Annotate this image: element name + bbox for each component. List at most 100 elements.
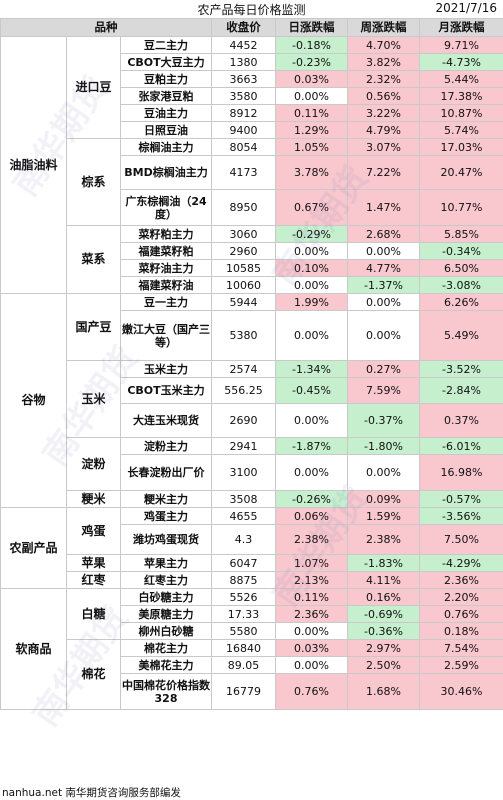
close-price-cell: 5380 [211, 310, 276, 361]
day-change-cell: 0.11% [275, 588, 348, 606]
month-change-cell: -4.29% [419, 554, 503, 572]
month-change-cell: 5.85% [419, 225, 503, 243]
close-price-cell: 8875 [211, 571, 276, 589]
product-name-cell: 美原糖主力 [120, 605, 212, 623]
month-change-cell: 17.38% [419, 87, 503, 105]
day-change-cell: 0.00% [275, 276, 348, 294]
product-name-cell: 棕榈油主力 [120, 138, 212, 156]
month-change-cell: 2.59% [419, 656, 503, 674]
week-change-cell: -1.80% [347, 437, 420, 455]
product-name-cell: 福建菜籽粕 [120, 242, 212, 260]
table-row: 美原糖主力 17.33 2.36% -0.69% 0.76% [1, 605, 503, 623]
product-name-cell: 红枣主力 [120, 571, 212, 589]
week-change-cell: 3.07% [347, 138, 420, 156]
product-name-cell: 淀粉主力 [120, 437, 212, 455]
subgroup-cell: 淀粉 [66, 437, 121, 491]
table-row: 嫩江大豆（国产三等） 5380 0.00% 0.00% 5.49% [1, 310, 503, 361]
week-change-cell: 0.00% [347, 454, 420, 491]
product-name-cell: 大连玉米现货 [120, 403, 212, 438]
day-change-cell: 2.36% [275, 605, 348, 623]
month-change-cell: 0.76% [419, 605, 503, 623]
table-row: 软商品 白糖 白砂糖主力 5526 0.11% 0.16% 2.20% [0, 588, 503, 710]
day-change-cell: 0.11% [275, 104, 348, 122]
week-change-cell: 4.70% [347, 36, 420, 54]
week-change-cell: 7.59% [347, 377, 420, 404]
table-body: 油脂油料 进口豆 豆二主力 4452 -0.18% 4.70% 9.71% CBOT大豆主力 1… [0, 36, 503, 710]
category-cell: 谷物 [0, 293, 67, 508]
week-change-cell: 0.00% [347, 310, 420, 361]
week-change-cell: -0.37% [347, 403, 420, 438]
product-name-cell: 豆一主力 [120, 293, 212, 311]
product-name-cell: 棉花主力 [120, 639, 212, 657]
day-change-cell: 0.00% [275, 242, 348, 260]
product-name-cell: 鸡蛋主力 [120, 507, 212, 525]
table-row: 农副产品 鸡蛋 鸡蛋主力 4655 0.06% 1.59% -3.56% [0, 507, 503, 589]
month-change-cell: -2.84% [419, 377, 503, 404]
table-row: 菜系 菜籽粕主力 3060 -0.29% 2.68% 5.85% [1, 225, 503, 294]
close-price-cell: 4173 [211, 155, 276, 190]
header-month-change: 月涨跌幅 [419, 18, 503, 37]
table-row: 中国棉花价格指数328 16779 0.76% 1.68% 30.46% [1, 673, 503, 710]
week-change-cell: 1.47% [347, 189, 420, 226]
table-row: 豆粕主力 3663 0.03% 2.32% 5.44% [1, 70, 503, 88]
table-row: 苹果 苹果主力 6047 1.07% -1.83% -4.29% [1, 554, 503, 572]
month-change-cell: -3.52% [419, 360, 503, 378]
table-row: 美棉花主力 89.05 0.00% 2.50% 2.59% [1, 656, 503, 674]
product-name-cell: 美棉花主力 [120, 656, 212, 674]
day-change-cell: 0.03% [275, 70, 348, 88]
close-price-cell: 3060 [211, 225, 276, 243]
month-change-cell: 30.46% [419, 673, 503, 710]
month-change-cell: 10.77% [419, 189, 503, 226]
close-price-cell: 10060 [211, 276, 276, 294]
subgroup-cell: 棕系 [66, 138, 121, 226]
footer-note: nanhua.net 南华期货咨询服务部编发 [2, 787, 181, 799]
close-price-cell: 3508 [211, 490, 276, 508]
week-change-cell: -0.69% [347, 605, 420, 623]
product-name-cell: 豆粕主力 [120, 70, 212, 88]
month-change-cell: 6.26% [419, 293, 503, 311]
week-change-cell: 0.09% [347, 490, 420, 508]
close-price-cell: 2960 [211, 242, 276, 260]
day-change-cell: -0.29% [275, 225, 348, 243]
day-change-cell: 3.78% [275, 155, 348, 190]
sheet-date: 2021/7/16 [435, 1, 497, 15]
month-change-cell: 2.36% [419, 571, 503, 589]
close-price-cell: 2690 [211, 403, 276, 438]
day-change-cell: -0.45% [275, 377, 348, 404]
header-row: 品种 收盘价 日涨跌幅 周涨跌幅 月涨跌幅 [0, 18, 503, 37]
day-change-cell: 0.06% [275, 507, 348, 525]
month-change-cell: 17.03% [419, 138, 503, 156]
week-change-cell: 2.97% [347, 639, 420, 657]
week-change-cell: 2.50% [347, 656, 420, 674]
subgroup-cell: 苹果 [66, 554, 121, 572]
product-name-cell: 长春淀粉出厂价 [120, 454, 212, 491]
week-change-cell: 0.56% [347, 87, 420, 105]
close-price-cell: 3580 [211, 87, 276, 105]
product-name-cell: 广东棕榈油（24度） [120, 189, 212, 226]
day-change-cell: 2.13% [275, 571, 348, 589]
week-change-cell: -1.37% [347, 276, 420, 294]
table-row: 柳州白砂糖 5580 0.00% -0.36% 0.18% [1, 622, 503, 640]
product-name-cell: BMD棕榈油主力 [120, 155, 212, 190]
product-name-cell: 张家港豆粕 [120, 87, 212, 105]
product-name-cell: 粳米主力 [120, 490, 212, 508]
week-change-cell: -0.36% [347, 622, 420, 640]
day-change-cell: -1.87% [275, 437, 348, 455]
subgroup-cell: 国产豆 [66, 293, 121, 361]
month-change-cell: -3.56% [419, 507, 503, 525]
product-name-cell: 白砂糖主力 [120, 588, 212, 606]
week-change-cell: 1.59% [347, 507, 420, 525]
subgroup-cell: 进口豆 [66, 36, 121, 139]
header-variety: 品种 [0, 18, 212, 37]
subgroup-cell: 白糖 [66, 588, 121, 640]
table-row: 淀粉 淀粉主力 2941 -1.87% -1.80% -6.01% [1, 437, 503, 491]
table-row: 潍坊鸡蛋现货 4.3 2.38% 2.38% 7.50% [1, 524, 503, 555]
title-bar: 农产品每日价格监测 2021/7/16 [0, 0, 503, 18]
table-row: 棕系 棕榈油主力 8054 1.05% 3.07% 17.03% [1, 138, 503, 226]
month-change-cell: 7.50% [419, 524, 503, 555]
day-change-cell: 1.29% [275, 121, 348, 139]
day-change-cell: -0.26% [275, 490, 348, 508]
category-cell: 软商品 [0, 588, 67, 710]
close-price-cell: 8950 [211, 189, 276, 226]
